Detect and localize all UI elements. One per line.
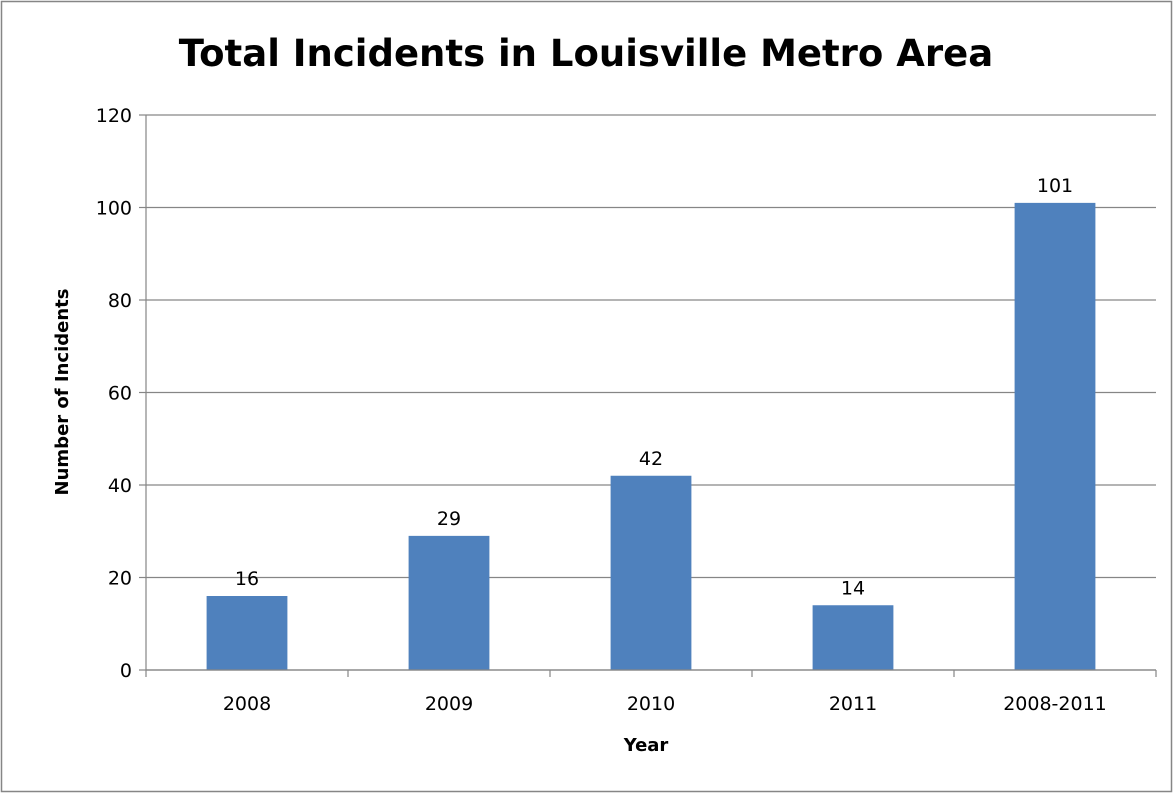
x-axis-title: Year	[623, 735, 669, 756]
x-tick-label: 2008-2011	[1003, 693, 1107, 715]
x-tick-label: 2008	[223, 693, 271, 715]
x-axis-ticks: 2008 2009 2010 2011 2008-2011	[145, 670, 1157, 715]
y-axis-title: Number of Incidents	[52, 289, 73, 496]
data-label: 101	[1037, 175, 1073, 197]
bar	[1014, 202, 1096, 670]
y-tick-label: 20	[108, 568, 132, 590]
y-tick-label: 0	[120, 660, 132, 682]
y-axis-ticks: 0 20 40 60 80 100 120	[96, 105, 146, 682]
y-tick-label: 100	[96, 198, 132, 220]
data-label: 16	[235, 568, 259, 590]
y-tick-label: 40	[108, 475, 132, 497]
data-label: 42	[639, 448, 663, 470]
data-label: 14	[841, 577, 865, 599]
y-tick-label: 120	[96, 105, 132, 127]
bar	[610, 475, 692, 670]
x-tick-label: 2010	[627, 693, 675, 715]
x-tick-label: 2011	[829, 693, 877, 715]
data-label: 29	[437, 508, 461, 530]
bar	[408, 535, 490, 670]
data-labels: 16 29 42 14 101	[235, 175, 1073, 599]
bar	[812, 605, 894, 670]
x-tick-label: 2009	[425, 693, 473, 715]
bars	[206, 202, 1096, 670]
y-tick-label: 80	[108, 290, 132, 312]
y-tick-label: 60	[108, 383, 132, 405]
chart-title: Total Incidents in Louisville Metro Area	[179, 32, 993, 75]
bar	[206, 596, 288, 670]
